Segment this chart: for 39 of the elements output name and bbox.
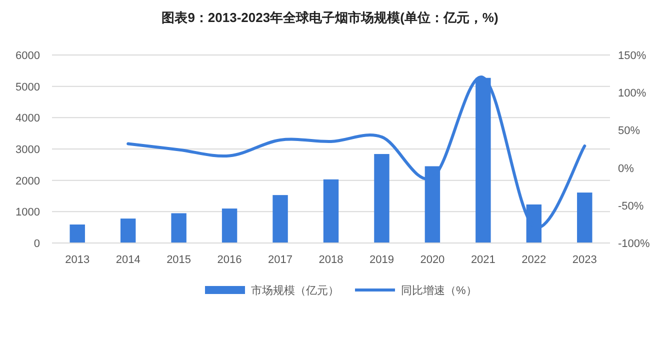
y-tick-label: 1000 [16, 206, 40, 219]
x-tick-label: 2017 [268, 254, 293, 266]
x-tick-label: 2018 [318, 254, 344, 266]
bar [272, 195, 288, 243]
bar [120, 218, 136, 243]
y2-tick-label: 150% [618, 50, 646, 62]
legend-label: 市场规模（亿元） [251, 284, 339, 297]
x-tick-label: 2020 [420, 254, 445, 266]
bar [70, 224, 85, 243]
y2-tick-label: 50% [618, 125, 640, 138]
y-tick-label: 2000 [16, 175, 40, 188]
x-tick-label: 2015 [166, 254, 192, 266]
y-tick-label: 3000 [16, 144, 40, 156]
legend: 市场规模（亿元） [205, 285, 339, 297]
bar [577, 192, 592, 243]
y2-tick-label: -100% [618, 238, 650, 250]
bar [424, 166, 440, 243]
x-tick-label: 2014 [116, 254, 140, 266]
x-tick-label: 2019 [369, 254, 394, 266]
y-tick-label: 0 [34, 238, 40, 250]
chart-title: 图表9：2013-2023年全球电子烟市场规模(单位：亿元，%) [162, 10, 498, 25]
x-tick-label: 2021 [470, 254, 496, 266]
bar [323, 179, 339, 243]
x-tick-label: 2023 [572, 254, 597, 266]
bar [171, 213, 186, 243]
x-tick-label: 2016 [217, 254, 242, 266]
y2-tick-label: -50% [618, 200, 644, 212]
y-tick-label: 4000 [16, 112, 40, 125]
bar [374, 154, 390, 243]
y2-tick-label: 100% [618, 88, 646, 100]
legend: 同比增速（%） [355, 285, 477, 297]
bar [222, 208, 238, 243]
y-tick-label: 5000 [16, 81, 40, 94]
y-tick-label: 6000 [16, 50, 40, 62]
y2-tick-label: 0% [618, 162, 634, 175]
legend-label: 同比增速（%） [401, 284, 477, 297]
x-tick-label: 2022 [522, 254, 546, 266]
bar [476, 78, 491, 243]
x-tick-label: 2013 [65, 254, 90, 266]
